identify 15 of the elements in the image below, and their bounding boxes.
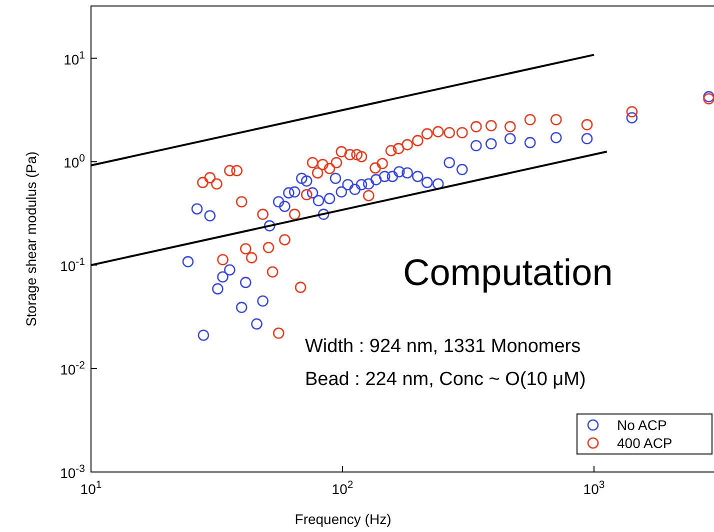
legend-label: No ACP <box>617 417 667 433</box>
legend-label: 400 ACP <box>617 435 672 451</box>
annotation: Computation <box>403 252 613 293</box>
x-tick-label: 10$^{3}$ <box>583 479 605 497</box>
x-tick-label: 10$^{2}$ <box>332 479 354 497</box>
annotation: Width : 924 nm, 1331 Monomers <box>305 336 581 357</box>
annotation: Bead : 224 nm, Conc ~ O(10 μM) <box>305 369 586 390</box>
y-tick-label: 10$^{-1}$ <box>60 256 86 274</box>
y-axis-title: Storage shear modulus (Pa) <box>23 151 39 327</box>
y-tick-label: 10$^{-2}$ <box>60 360 86 378</box>
x-axis-title: Frequency (Hz) <box>294 511 392 527</box>
y-tick-label: 10$^{-3}$ <box>60 463 86 481</box>
y-tick-label: 10$^{1}$ <box>64 49 86 68</box>
x-tick-label: 10$^{1}$ <box>80 479 102 497</box>
y-tick-label: 10$^{0}$ <box>64 152 86 171</box>
